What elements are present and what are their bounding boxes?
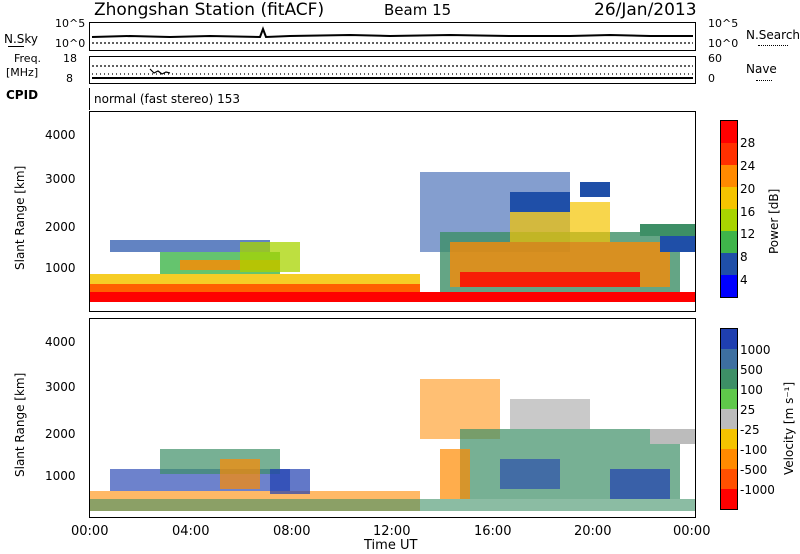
- vel-ytick-4000: 4000: [45, 335, 76, 349]
- cpid-text: normal (fast stereo) 153: [94, 92, 241, 106]
- power-cb-20: 20: [740, 182, 756, 196]
- power-cb-label: Power [dB]: [767, 188, 781, 254]
- beam-label: Beam 15: [384, 1, 452, 19]
- power-cb-4: 4: [740, 273, 748, 287]
- xtick-0400: 04:00: [172, 524, 210, 539]
- vel-cb-neg25: -25: [740, 423, 760, 437]
- xtick-0800: 08:00: [273, 524, 311, 539]
- xtick-2400: 00:00: [673, 524, 711, 539]
- power-colorbar: [720, 120, 738, 298]
- cpid-label: CPID: [6, 88, 39, 102]
- nsearch-tick-bottom: 10^0: [708, 37, 739, 50]
- freq-panel: [89, 56, 696, 84]
- freq-tick-bottom: 8: [66, 72, 73, 85]
- power-cb-12: 12: [740, 227, 756, 241]
- nsearch-tick-top: 10^5: [708, 17, 739, 30]
- power-ytick-2000: 2000: [45, 220, 76, 234]
- vel-cb-25: 25: [740, 403, 756, 417]
- power-panel: [89, 111, 696, 312]
- velocity-cb-label: Velocity [m s⁻¹]: [782, 381, 796, 475]
- nave-tick-bottom: 0: [708, 72, 715, 85]
- vel-ytick-2000: 2000: [45, 427, 76, 441]
- xtick-0000: 00:00: [71, 524, 109, 539]
- power-ytick-1000: 1000: [45, 261, 76, 275]
- power-ylabel: Slant Range [km]: [13, 165, 27, 270]
- power-cb-28: 28: [740, 136, 756, 150]
- vel-ytick-1000: 1000: [45, 469, 76, 483]
- nave-label: Nave: [746, 62, 777, 76]
- xtick-1600: 16:00: [474, 524, 512, 539]
- power-cb-16: 16: [740, 205, 756, 219]
- xtick-2000: 20:00: [574, 524, 612, 539]
- power-cb-24: 24: [740, 159, 756, 173]
- power-ytick-3000: 3000: [45, 172, 76, 186]
- nsky-trace: [91, 26, 693, 44]
- freq-trace: [92, 65, 693, 79]
- vel-cb-neg1000: -1000: [740, 483, 775, 497]
- power-cb-8: 8: [740, 250, 748, 264]
- freq-unit: [MHz]: [6, 66, 39, 79]
- freq-label: Freq.: [14, 52, 42, 65]
- x-axis-label: Time UT: [364, 538, 418, 553]
- power-scatter: [90, 172, 695, 302]
- vel-ytick-3000: 3000: [45, 380, 76, 394]
- velocity-ylabel: Slant Range [km]: [13, 372, 27, 477]
- nsky-tick-bottom: 10^0: [55, 37, 86, 50]
- nsky-legend-line: [8, 46, 24, 47]
- freq-tick-top: 18: [63, 52, 77, 65]
- station-title: Zhongshan Station (fitACF): [94, 0, 325, 20]
- power-ytick-4000: 4000: [45, 128, 76, 142]
- velocity-scatter: [90, 379, 695, 511]
- vel-cb-neg100: -100: [740, 443, 768, 457]
- nsearch-label: N.Search: [746, 28, 800, 42]
- xtick-1200: 12:00: [373, 524, 411, 539]
- date-label: 26/Jan/2013: [594, 0, 697, 20]
- vel-cb-100: 100: [740, 383, 763, 397]
- nsearch-legend-line: [758, 45, 788, 46]
- nsky-tick-top: 10^5: [55, 17, 86, 30]
- cpid-strip: [89, 88, 696, 110]
- nave-tick-top: 60: [708, 52, 722, 65]
- velocity-colorbar: [720, 328, 738, 510]
- vel-cb-500: 500: [740, 363, 763, 377]
- velocity-panel: [89, 318, 696, 518]
- vel-cb-1000: 1000: [740, 343, 771, 357]
- vel-cb-neg500: -500: [740, 463, 768, 477]
- nave-legend-line: [756, 80, 772, 81]
- nsky-panel: [89, 22, 696, 51]
- nsky-label: N.Sky: [4, 32, 39, 46]
